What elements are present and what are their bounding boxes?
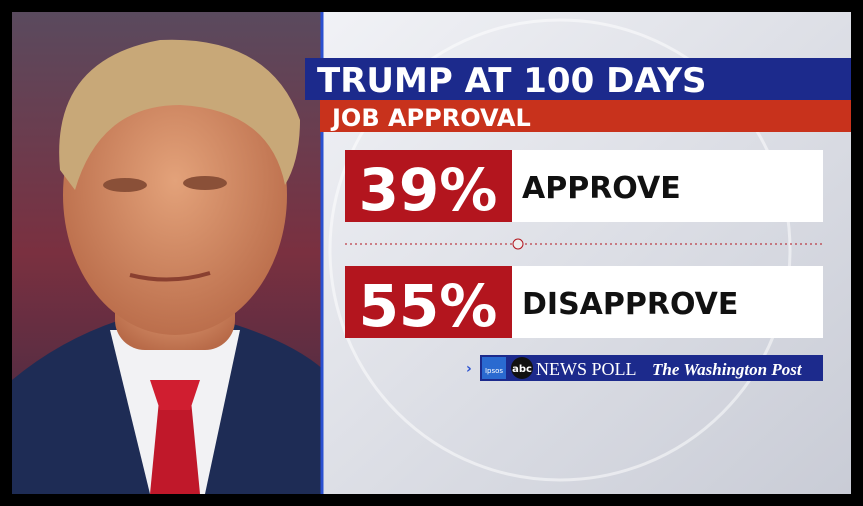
abc-logo — [511, 357, 533, 379]
percent-box — [345, 150, 512, 222]
result-label: APPROVE — [522, 171, 681, 206]
percent-box — [345, 266, 512, 338]
percent: 39% — [359, 156, 498, 224]
source-bar — [480, 355, 823, 381]
percent: 55% — [359, 272, 498, 340]
title: TRUMP AT 100 DAYS — [317, 61, 706, 101]
decor-ring — [328, 18, 792, 482]
ipsos-logo — [482, 357, 506, 379]
label-box — [512, 150, 823, 222]
subtitle-bar — [320, 100, 851, 132]
chevron: › — [466, 361, 472, 377]
label-box — [512, 266, 823, 338]
poll-name: NEWS POLL — [536, 359, 637, 379]
subtitle: JOB APPROVAL — [330, 104, 531, 132]
separator-dot — [512, 238, 524, 250]
newspaper: The Washington Post — [652, 360, 803, 379]
title-bar — [305, 58, 851, 100]
abc: abc — [512, 364, 532, 375]
ipsos: Ipsos — [485, 367, 503, 375]
portrait — [12, 12, 324, 494]
result-label: DISAPPROVE — [522, 287, 738, 322]
